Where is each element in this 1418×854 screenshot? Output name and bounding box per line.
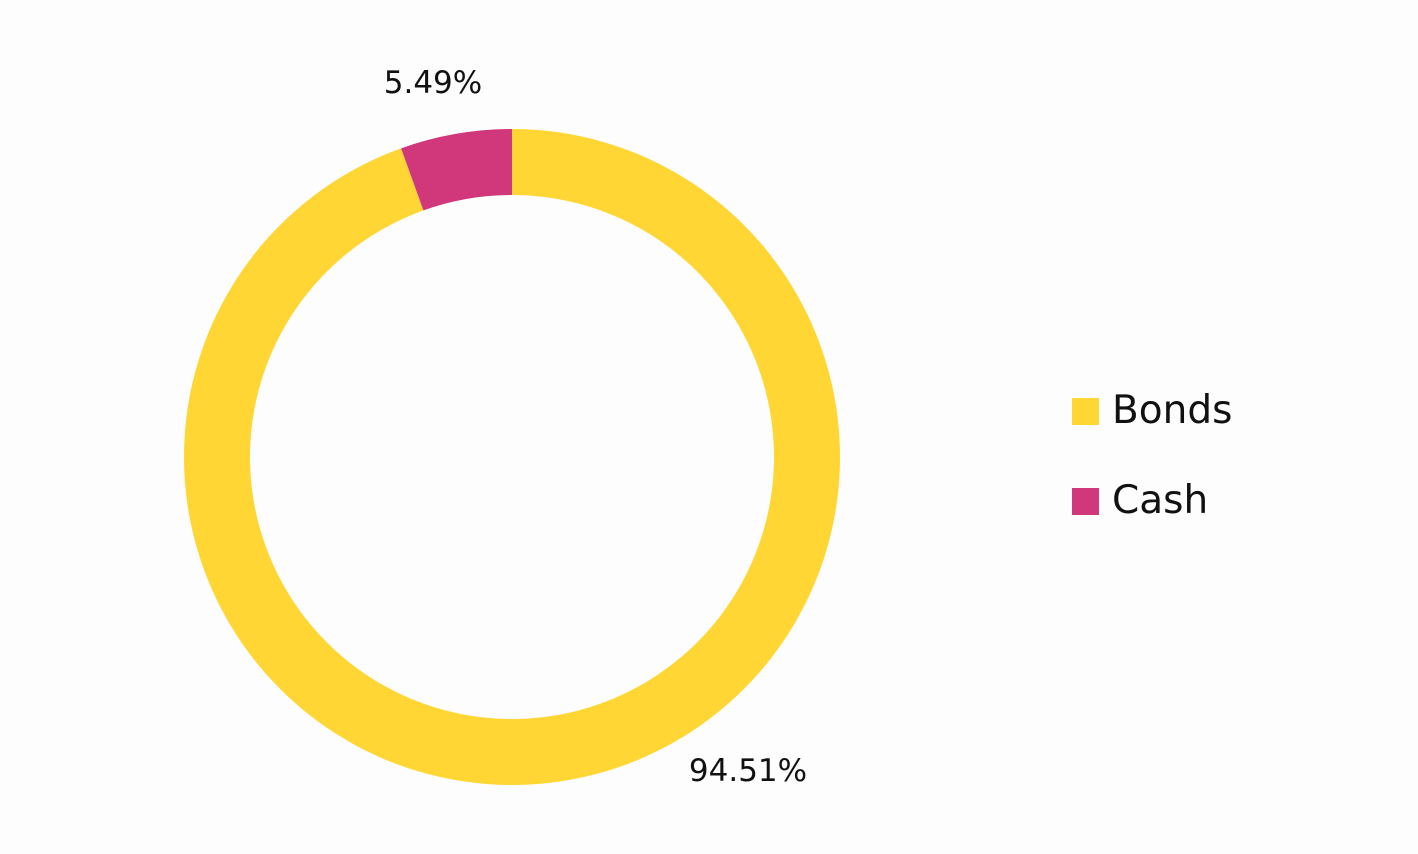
data-label-bonds: 94.51% xyxy=(689,753,807,789)
donut-slice-bonds xyxy=(184,129,841,785)
legend: Bonds Cash xyxy=(1072,384,1372,564)
donut-slices xyxy=(184,129,841,785)
data-labels: 94.51% 5.49% xyxy=(384,65,807,789)
legend-swatch-cash xyxy=(1072,487,1099,515)
legend-item-cash: Cash xyxy=(1072,474,1372,528)
legend-swatch-bonds xyxy=(1072,397,1099,425)
legend-label-cash: Cash xyxy=(1112,478,1209,523)
data-label-cash: 5.49% xyxy=(384,65,482,101)
legend-item-bonds: Bonds xyxy=(1072,384,1372,438)
donut-slice-cash xyxy=(401,129,512,211)
legend-label-bonds: Bonds xyxy=(1112,388,1233,433)
